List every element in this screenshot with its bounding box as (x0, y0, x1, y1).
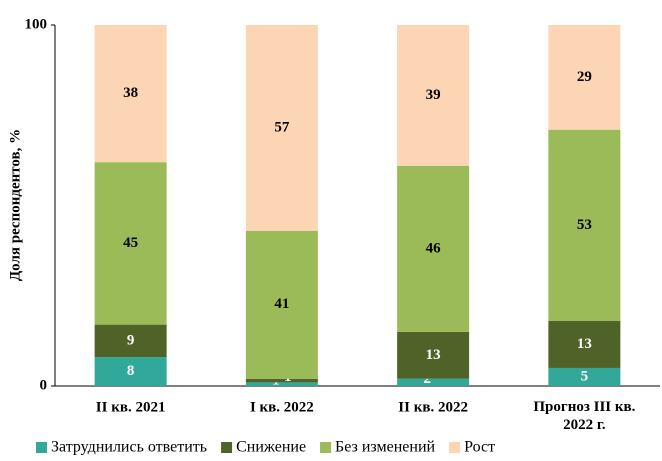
legend-swatch (449, 442, 461, 453)
y-tick-label: 0 (40, 377, 48, 393)
y-axis-label: Доля респондентов, % (7, 129, 23, 281)
data-label: 9 (127, 332, 135, 348)
data-label: 38 (123, 85, 138, 101)
data-label: 57 (274, 119, 290, 135)
legend-label: Снижение (236, 439, 306, 456)
x-tick-label: II кв. 2021 (96, 399, 166, 415)
data-label: 5 (581, 368, 589, 384)
bar-segment (548, 321, 621, 368)
bar-segment (245, 25, 318, 231)
bar-segment (94, 357, 167, 386)
data-label: 41 (274, 296, 289, 312)
legend-label: Рост (464, 439, 495, 456)
bar-segment (397, 165, 470, 332)
bar-segment (397, 25, 470, 166)
legend-label: Затруднились ответить (51, 439, 207, 456)
bar-segment (397, 378, 470, 386)
bar-segment (245, 382, 318, 386)
legend-label: Без изменений (335, 439, 435, 456)
data-label: 53 (577, 217, 592, 233)
y-tick-label: 100 (25, 16, 48, 32)
legend-swatch (320, 442, 332, 453)
x-tick-label: Прогноз III кв. 2022 г. (533, 399, 635, 433)
bar-segment (245, 378, 318, 383)
legend-swatch (221, 442, 233, 453)
x-tick-label: I кв. 2022 (250, 399, 314, 415)
data-label: 2 (423, 371, 431, 387)
data-label: 13 (577, 336, 592, 352)
bar-segment (94, 324, 167, 358)
bar-segment (245, 230, 318, 379)
data-label: 46 (426, 240, 442, 256)
bar-segment (397, 331, 470, 379)
data-label: 29 (577, 69, 592, 85)
bar-segment (548, 25, 621, 130)
x-tick-label: II кв. 2022 (398, 399, 468, 415)
data-label: 45 (123, 235, 138, 251)
legend-swatch (36, 442, 47, 453)
bar-segment (548, 129, 621, 322)
bar-segment (548, 367, 621, 386)
data-label: 39 (426, 87, 441, 103)
data-label: 8 (127, 363, 135, 379)
bar-segment (94, 25, 167, 163)
bar-segment (94, 162, 167, 325)
data-label: 13 (426, 347, 441, 363)
